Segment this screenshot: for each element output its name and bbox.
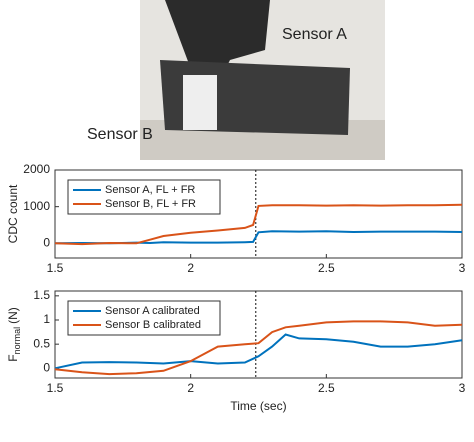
series-line xyxy=(54,203,463,246)
y-tick-label: 0 xyxy=(43,236,50,250)
y-axis-label-main: CDC count xyxy=(6,184,20,243)
legend-box xyxy=(67,179,221,215)
y-tick-label: 0 xyxy=(43,361,50,375)
y-axis-label: Fnormal (N) xyxy=(6,307,22,362)
legend-label: Sensor A calibrated xyxy=(105,305,200,317)
legend-label: Sensor B, FL + FR xyxy=(105,198,196,210)
y-tick-label: 1000 xyxy=(23,199,50,213)
y-axis-label-sub: normal xyxy=(12,327,22,355)
x-tick-label: 1.5 xyxy=(47,261,64,275)
x-tick-label: 2.5 xyxy=(318,261,335,275)
series-line xyxy=(54,333,463,370)
photo: Sensor A Sensor B xyxy=(87,0,385,160)
y-tick-label: 0.5 xyxy=(33,336,50,350)
photo-label: Sensor B xyxy=(87,126,153,143)
series-line xyxy=(54,320,463,376)
photo-label: Sensor A xyxy=(282,26,347,43)
x-tick-label: 2 xyxy=(187,261,194,275)
legend-label: Sensor A, FL + FR xyxy=(105,184,195,196)
x-tick-label: 3 xyxy=(459,261,466,275)
photo-sensor-b xyxy=(183,75,217,130)
legend-label: Sensor B calibrated xyxy=(105,319,201,331)
y-axis-label: CDC count xyxy=(6,184,20,243)
y-axis-label-unit: (N) xyxy=(6,307,20,324)
x-axis-label: Time (sec) xyxy=(230,399,286,413)
x-tick-label: 3 xyxy=(459,381,466,395)
y-tick-label: 2000 xyxy=(23,162,50,176)
legend-box xyxy=(67,300,221,336)
x-tick-label: 2.5 xyxy=(318,381,335,395)
y-tick-label: 1 xyxy=(43,312,50,326)
y-tick-label: 1.5 xyxy=(33,288,50,302)
x-tick-label: 2 xyxy=(187,381,194,395)
y-axis-label-main: F xyxy=(6,354,20,361)
x-tick-label: 1.5 xyxy=(47,381,64,395)
